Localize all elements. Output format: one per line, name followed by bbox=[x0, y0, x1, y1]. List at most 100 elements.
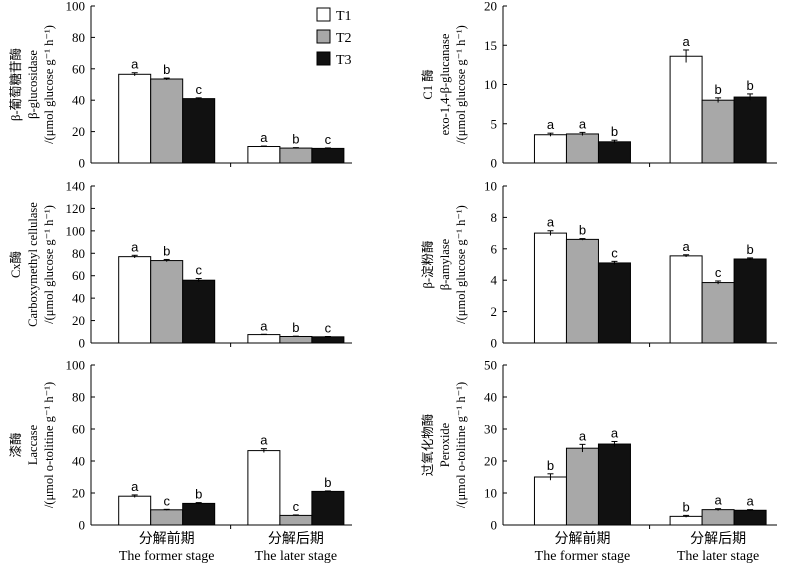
bar-T2-2 bbox=[701, 509, 735, 526]
significance-letter: a bbox=[260, 130, 268, 145]
bar-T3-1 bbox=[182, 279, 216, 344]
y-tick-label: 100 bbox=[66, 223, 86, 238]
chart-panel-5: 0 20 40 60 80 100 a a c c b b 漆酶 Laccase/(μmol o-toli… bbox=[8, 358, 352, 564]
bar-T2-1 bbox=[565, 238, 599, 344]
bar-T2-1 bbox=[150, 260, 184, 344]
y-tick-label: 15 bbox=[484, 38, 497, 53]
y-axis-label: β-amylase bbox=[438, 238, 452, 290]
y-tick-label: 80 bbox=[72, 30, 85, 45]
y-tick-label: 20 bbox=[72, 124, 85, 139]
y-tick-label: 20 bbox=[72, 486, 85, 501]
bar-T3-1 bbox=[597, 262, 631, 344]
significance-letter: c bbox=[611, 245, 618, 260]
legend-label-T1: T1 bbox=[336, 9, 352, 24]
y-tick-label: 20 bbox=[484, 0, 497, 14]
bar-T3-1 bbox=[182, 502, 216, 526]
y-axis-label: Peroxide bbox=[438, 422, 452, 467]
y-axis-label: /(μmol glucose g⁻¹ h⁻¹) bbox=[42, 205, 56, 324]
y-tick-label: 0 bbox=[491, 336, 498, 351]
significance-letter: b bbox=[292, 320, 299, 335]
y-axis-label: 过氧化物酶 bbox=[420, 414, 435, 477]
significance-letter: b bbox=[746, 78, 753, 93]
legend-label-T3: T3 bbox=[336, 53, 352, 68]
y-axis-label: /(μmol o-tolitine g⁻¹ h⁻¹) bbox=[454, 382, 468, 508]
bar-T3-2 bbox=[733, 258, 767, 344]
significance-letter: b bbox=[714, 82, 721, 97]
y-tick-label: 60 bbox=[72, 268, 85, 283]
y-tick-label: 40 bbox=[72, 291, 85, 306]
bar-T2-2 bbox=[279, 514, 313, 526]
significance-letter: c bbox=[163, 493, 170, 508]
y-tick-label: 120 bbox=[66, 201, 86, 216]
significance-letter: c bbox=[293, 499, 300, 514]
bar-T3-2 bbox=[733, 509, 767, 526]
bar-T2-2 bbox=[701, 282, 735, 344]
significance-letter: b bbox=[547, 458, 554, 473]
significance-letter: c bbox=[325, 320, 332, 335]
legend-swatch-T2 bbox=[316, 29, 331, 44]
bar-T1-2 bbox=[247, 334, 281, 344]
y-tick-label: 8 bbox=[491, 210, 498, 225]
chart-panel-3: 0 20 40 60 80 100 120 140 a a b b c c Cx酶 Carboxymethyl… bbox=[8, 179, 352, 351]
bar-T1-2 bbox=[669, 515, 703, 526]
y-axis-label: β-淀粉酶 bbox=[420, 240, 435, 288]
y-tick-label: 0 bbox=[491, 156, 498, 171]
bar-T1-2 bbox=[669, 255, 703, 344]
x-category-label-cn: 分解后期 bbox=[268, 531, 324, 547]
bar-T3-2 bbox=[311, 490, 345, 526]
y-tick-label: 80 bbox=[72, 390, 85, 405]
y-tick-label: 40 bbox=[72, 93, 85, 108]
significance-letter: b bbox=[611, 124, 618, 139]
chart-panel-2: 0 5 10 15 20 a a a b b b C1 酶 exo-1,4-β-glucanase/(μ… bbox=[420, 0, 777, 171]
significance-letter: a bbox=[682, 34, 690, 49]
significance-letter: b bbox=[163, 62, 170, 77]
y-tick-label: 10 bbox=[484, 486, 497, 501]
significance-letter: a bbox=[579, 116, 587, 131]
bar-T3-2 bbox=[733, 96, 767, 164]
y-axis-label: β-glucosidase bbox=[26, 50, 40, 119]
bar-T1-1 bbox=[533, 476, 567, 526]
y-axis-label: Laccase bbox=[26, 424, 40, 465]
significance-letter: b bbox=[746, 242, 753, 257]
y-tick-label: 4 bbox=[491, 273, 498, 288]
significance-letter: c bbox=[325, 132, 332, 147]
y-tick-label: 80 bbox=[72, 246, 85, 261]
bar-T2-1 bbox=[150, 78, 184, 164]
legend-swatch-T1 bbox=[316, 7, 331, 22]
bar-T3-2 bbox=[311, 147, 345, 164]
bar-T1-1 bbox=[118, 256, 152, 344]
bar-T1-2 bbox=[247, 146, 281, 164]
x-category-label-en: The former stage bbox=[119, 549, 215, 564]
bar-T2-2 bbox=[701, 99, 735, 164]
significance-letter: a bbox=[579, 428, 587, 443]
significance-letter: b bbox=[292, 132, 299, 147]
x-category-label-cn: 分解后期 bbox=[690, 531, 746, 547]
bar-T2-2 bbox=[279, 335, 313, 344]
y-tick-label: 20 bbox=[484, 454, 497, 469]
y-tick-label: 0 bbox=[491, 518, 498, 533]
significance-letter: a bbox=[611, 425, 619, 440]
y-tick-label: 2 bbox=[491, 304, 498, 319]
significance-letter: a bbox=[260, 318, 268, 333]
bar-T2-2 bbox=[279, 147, 313, 164]
bar-T3-2 bbox=[311, 336, 345, 344]
bar-T1-1 bbox=[533, 232, 567, 344]
significance-letter: a bbox=[131, 57, 139, 72]
bar-T1-2 bbox=[669, 55, 703, 164]
y-tick-label: 0 bbox=[79, 156, 86, 171]
y-tick-label: 60 bbox=[72, 422, 85, 437]
y-axis-label: /(μmol glucose g⁻¹ h⁻¹) bbox=[42, 25, 56, 144]
significance-letter: b bbox=[682, 499, 689, 514]
x-category-label-en: The former stage bbox=[535, 549, 631, 564]
significance-letter: a bbox=[714, 493, 722, 508]
y-tick-label: 10 bbox=[484, 77, 497, 92]
chart-panel-6: 0 10 20 30 40 50 b b a a a a 过氧化物酶 Peroxide/(μmol o-t… bbox=[420, 358, 777, 564]
significance-letter: a bbox=[682, 239, 690, 254]
significance-letter: b bbox=[163, 243, 170, 258]
bar-T2-1 bbox=[565, 447, 599, 526]
significance-letter: a bbox=[547, 215, 555, 230]
bar-T2-1 bbox=[150, 509, 184, 526]
bar-T2-1 bbox=[565, 133, 599, 164]
bar-T3-1 bbox=[597, 141, 631, 164]
